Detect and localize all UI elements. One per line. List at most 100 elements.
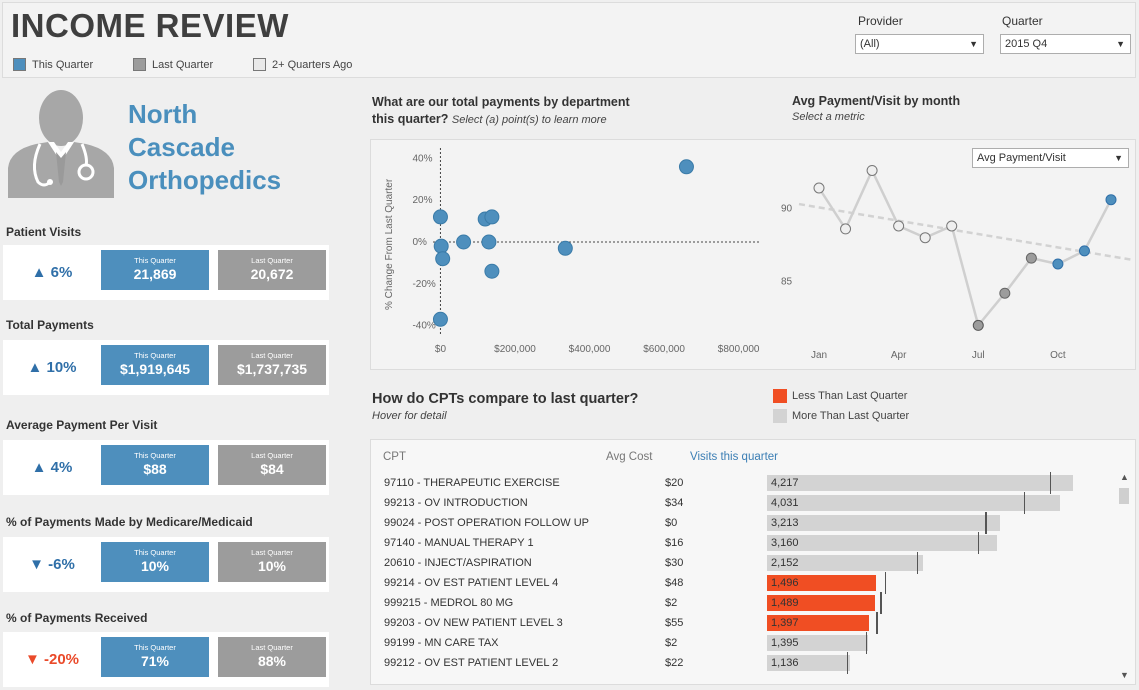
provider-dropdown[interactable]: (All) ▼ [855,34,984,54]
kpi-delta: ▼ -6% [29,556,75,573]
legend-swatch-last [133,58,146,71]
scatter-point[interactable] [481,234,497,250]
scatter-y-tick-label: -20% [412,279,435,290]
scatter-point[interactable] [456,234,472,250]
scatter-chart[interactable]: % Change From Last Quarter 40% 20% 0% -20% -… [371,140,771,369]
series-point[interactable] [1025,252,1037,264]
quarter-filter-label: Quarter [1002,14,1043,28]
cpt-table-row[interactable]: 99214 - OV EST PATIENT LEVEL 4 $48 1,496 [371,572,1091,594]
series-point[interactable] [1052,258,1064,270]
legend-label-this: This Quarter [32,58,94,71]
scatter-title: What are our total payments by departmen… [372,94,630,129]
tile-value: $1,737,735 [236,361,308,377]
kpi-tile-this-quarter[interactable]: This Quarter 21,869 [101,250,209,290]
scatter-point[interactable] [484,209,500,225]
series-point[interactable] [893,220,905,232]
metric-dropdown[interactable]: Avg Payment/Visit ▼ [972,148,1129,168]
scatter-subtitle: Select (a) point(s) to learn more [451,114,607,126]
doctor-avatar-icon [8,90,114,198]
kpi-delta: ▲ 10% [27,359,77,376]
monthly-subtitle: Select a metric [792,111,865,123]
series-point[interactable] [1078,245,1090,257]
line-x-tick-label: Apr [891,350,907,361]
cpt-table-row[interactable]: 99024 - POST OPERATION FOLLOW UP $0 3,213 [371,512,1091,534]
scatter-point[interactable] [678,159,694,175]
visits-bar[interactable] [767,555,924,571]
series-point[interactable] [813,182,825,194]
org-name-line: Cascade [128,132,235,162]
scroll-down-icon[interactable]: ▼ [1120,670,1129,680]
cpt-table-row[interactable]: 999215 - MEDROL 80 MG $2 1,489 [371,592,1091,614]
provider-dropdown-value: (All) [860,38,880,50]
visits-column-header[interactable]: Visits this quarter [690,451,778,463]
scatter-y-tick-label: 0% [412,237,427,248]
visits-bar[interactable] [767,515,1001,531]
kpi-tile-this-quarter[interactable]: This Quarter $88 [101,445,209,485]
cpt-subtitle: Hover for detail [372,410,447,422]
kpi-tile-last-quarter[interactable]: Last Quarter 88% [218,637,326,677]
kpi-tile-last-quarter[interactable]: Last Quarter 20,672 [218,250,326,290]
visits-value: 4,217 [771,477,799,489]
scatter-point[interactable] [433,238,449,254]
scatter-point[interactable] [484,263,500,279]
scatter-y-tick-label: 40% [412,153,432,164]
series-point[interactable] [946,220,958,232]
series-point[interactable] [840,223,852,235]
visits-bar[interactable] [767,635,869,651]
visits-bar[interactable] [767,615,869,631]
last-quarter-reference-line [985,512,987,534]
scatter-y-tick-label: 20% [412,195,432,206]
series-point[interactable] [1105,194,1117,206]
series-point[interactable] [919,232,931,244]
scatter-point[interactable] [432,311,448,327]
scroll-up-icon[interactable]: ▲ [1120,472,1129,482]
cpt-table-row[interactable]: 97140 - MANUAL THERAPY 1 $16 3,160 [371,532,1091,554]
monthly-line-chart[interactable]: 85 90 Jan Apr Jul Oct [771,140,1137,369]
trend-line [798,202,1132,261]
scatter-point[interactable] [435,251,451,267]
cpt-code: 99212 - OV EST PATIENT LEVEL 2 [384,657,559,669]
visits-bar[interactable] [767,575,876,591]
series-point[interactable] [866,164,878,176]
kpi-tile-this-quarter[interactable]: This Quarter 10% [101,542,209,582]
scatter-point[interactable] [432,209,448,225]
legend-older-quarters: 2+ Quarters Ago [253,58,352,71]
scrollbar-thumb[interactable] [1119,488,1129,504]
avg-cost-column-header[interactable]: Avg Cost [606,451,653,463]
kpi-tile-last-quarter[interactable]: Last Quarter $1,737,735 [218,345,326,385]
cpt-column-header[interactable]: CPT [383,451,406,463]
last-quarter-reference-line [977,532,980,554]
cpt-table-row[interactable]: 97110 - THERAPEUTIC EXERCISE $20 4,217 [371,472,1091,494]
line-x-tick-label: Oct [1050,350,1066,361]
line-y-tick-label: 90 [781,203,793,214]
visits-bar[interactable] [767,475,1074,491]
visits-bar[interactable] [767,535,997,551]
cpt-code: 99214 - OV EST PATIENT LEVEL 4 [384,577,559,589]
kpi-label-payments-received: % of Payments Received [6,611,148,625]
visits-bar[interactable] [767,655,850,671]
series-point[interactable] [999,287,1011,299]
cpt-avg-cost: $22 [665,657,684,669]
legend-swatch-more [773,409,787,423]
quarter-dropdown-value: 2015 Q4 [1005,38,1048,50]
tile-caption: Last Quarter [251,548,293,557]
kpi-tile-last-quarter[interactable]: Last Quarter $84 [218,445,326,485]
cpt-table-row[interactable]: 99213 - OV INTRODUCTION $34 4,031 [371,492,1091,514]
cpt-table-row[interactable]: 20610 - INJECT/ASPIRATION $30 2,152 [371,552,1091,574]
kpi-tile-this-quarter[interactable]: This Quarter 71% [101,637,209,677]
quarter-dropdown[interactable]: 2015 Q4 ▼ [1000,34,1131,54]
table-scrollbar[interactable]: ▲ ▼ [1117,472,1131,680]
cpt-table-row[interactable]: 99203 - OV NEW PATIENT LEVEL 3 $55 1,397 [371,612,1091,634]
cpt-table-row[interactable]: 99212 - OV EST PATIENT LEVEL 2 $22 1,136 [371,652,1091,674]
scatter-title-question: this quarter? [372,112,449,126]
kpi-tile-last-quarter[interactable]: Last Quarter 10% [218,542,326,582]
kpi-card-patient-visits: ▲ 6% This Quarter 21,869 Last Quarter 20… [3,245,329,300]
cpt-code: 99199 - MN CARE TAX [384,637,499,649]
scatter-point[interactable] [557,240,573,256]
cpt-avg-cost: $30 [665,557,684,569]
cpt-table-row[interactable]: 99199 - MN CARE TAX $2 1,395 [371,632,1091,654]
series-point[interactable] [972,319,984,331]
visits-bar[interactable] [767,595,876,611]
visits-bar[interactable] [767,495,1060,511]
kpi-tile-this-quarter[interactable]: This Quarter $1,919,645 [101,345,209,385]
